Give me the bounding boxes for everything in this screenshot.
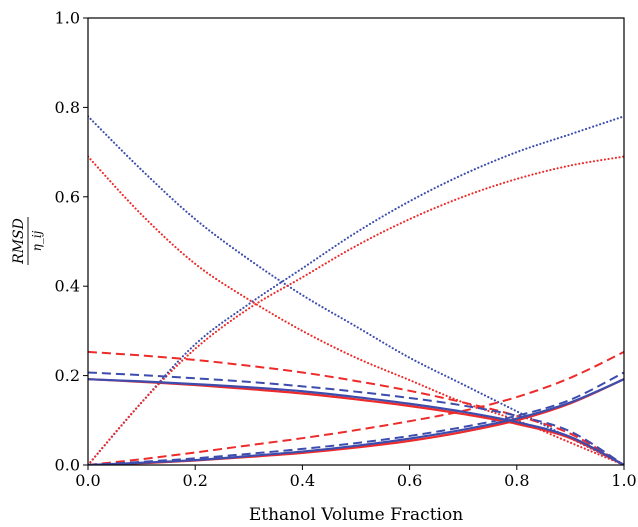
y-tick-label: 1.0 — [55, 9, 80, 28]
x-axis-label: Ethanol Volume Fraction — [249, 505, 463, 525]
y-tick-label: 0.0 — [55, 456, 80, 475]
y-tick-label: 0.4 — [55, 277, 80, 296]
y-axis-label-denominator: η_ij — [30, 230, 44, 251]
y-axis-label: RMSD η_ij — [11, 217, 44, 265]
series-line-blue-dashed — [88, 371, 624, 465]
series-layer — [88, 115, 624, 465]
y-axis-label-numerator: RMSD — [11, 218, 27, 265]
plot-frame — [87, 17, 625, 466]
series-line-blue-dashed — [88, 371, 624, 465]
series-line-red-dashed — [88, 350, 624, 465]
series-line-blue-solid — [88, 378, 624, 465]
x-tick-label: 0.0 — [75, 471, 100, 490]
y-tick-label: 0.2 — [55, 366, 80, 385]
x-tick-label: 0.8 — [504, 471, 529, 490]
tick-layer: 0.0 0.2 0.4 0.6 0.8 1.0 0.0 0.2 0.4 0.6 0.8 1.0 — [55, 9, 637, 491]
series-line-red-dashed — [88, 351, 624, 465]
y-tick-label: 0.8 — [55, 98, 80, 117]
series-line-blue-dotted — [88, 115, 624, 465]
x-tick-label: 0.4 — [290, 471, 315, 490]
x-tick-label: 0.6 — [397, 471, 422, 490]
x-tick-label: 0.2 — [182, 471, 207, 490]
x-tick-label: 1.0 — [611, 471, 636, 490]
y-tick-label: 0.6 — [55, 187, 80, 206]
series-line-red-dotted — [88, 155, 624, 465]
series-line-blue-solid — [88, 378, 624, 465]
series-line-red-dotted — [88, 155, 624, 465]
